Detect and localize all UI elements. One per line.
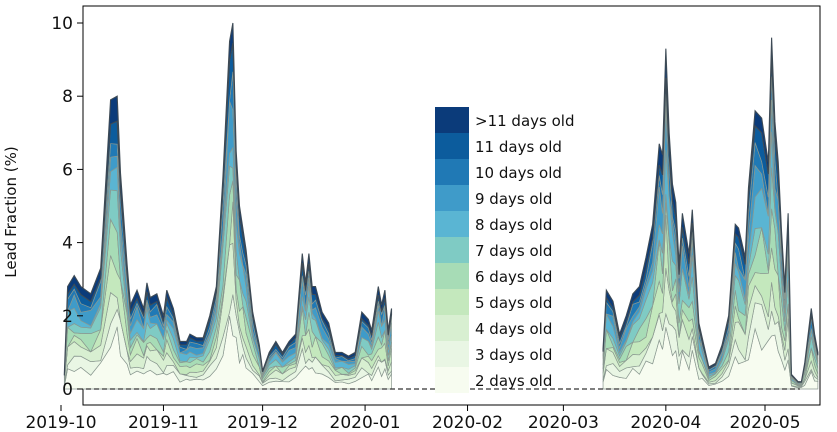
legend-swatch: [435, 107, 469, 133]
legend-swatch: [435, 341, 469, 367]
x-tick-label: 2019-12: [227, 413, 298, 432]
legend-swatch: [435, 159, 469, 185]
x-axis: 2019-10 2019-11 2019-12 2020-01 2020-02 2020-…: [25, 405, 801, 432]
legend-swatch: [435, 263, 469, 289]
legend-swatch: [435, 133, 469, 159]
x-tick-label: 2019-10: [25, 413, 96, 432]
y-tick-label: 2: [62, 307, 73, 327]
y-tick-label: 0: [62, 380, 73, 400]
legend-label: 7 days old: [475, 242, 552, 260]
legend-swatch: [435, 315, 469, 341]
legend-label: 4 days old: [475, 320, 552, 338]
legend-label: 10 days old: [475, 164, 562, 182]
x-tick-label: 2020-04: [630, 413, 701, 432]
legend: >11 days old 11 days old 10 days old 9 days…: [435, 107, 574, 393]
legend-swatch: [435, 211, 469, 237]
y-axis-title: Lead Fraction (%): [2, 146, 20, 277]
x-tick-label: 2020-05: [729, 413, 800, 432]
legend-swatch: [435, 367, 469, 393]
y-tick-label: 10: [51, 14, 73, 34]
y-tick-label: 8: [62, 87, 73, 107]
x-tick-label: 2020-02: [432, 413, 503, 432]
area-11-segment-2: [602, 37, 819, 383]
legend-label: 2 days old: [475, 372, 552, 390]
legend-swatch: [435, 289, 469, 315]
y-axis: 0 2 4 6 8 10: [51, 14, 83, 400]
legend-label: 3 days old: [475, 346, 552, 364]
legend-label: >11 days old: [475, 112, 574, 130]
legend-label: 8 days old: [475, 216, 552, 234]
legend-swatch: [435, 237, 469, 263]
legend-label: 11 days old: [475, 138, 562, 156]
legend-label: 9 days old: [475, 190, 552, 208]
y-tick-label: 4: [62, 234, 73, 254]
legend-swatch: [435, 185, 469, 211]
y-tick-label: 6: [62, 160, 73, 180]
x-tick-label: 2020-01: [330, 413, 401, 432]
stacked-areas: [63, 22, 819, 390]
x-tick-label: 2019-11: [128, 413, 199, 432]
legend-label: 6 days old: [475, 268, 552, 286]
legend-label: 5 days old: [475, 294, 552, 312]
area-11-segment-1: [63, 22, 393, 376]
x-tick-label: 2020-03: [528, 413, 599, 432]
